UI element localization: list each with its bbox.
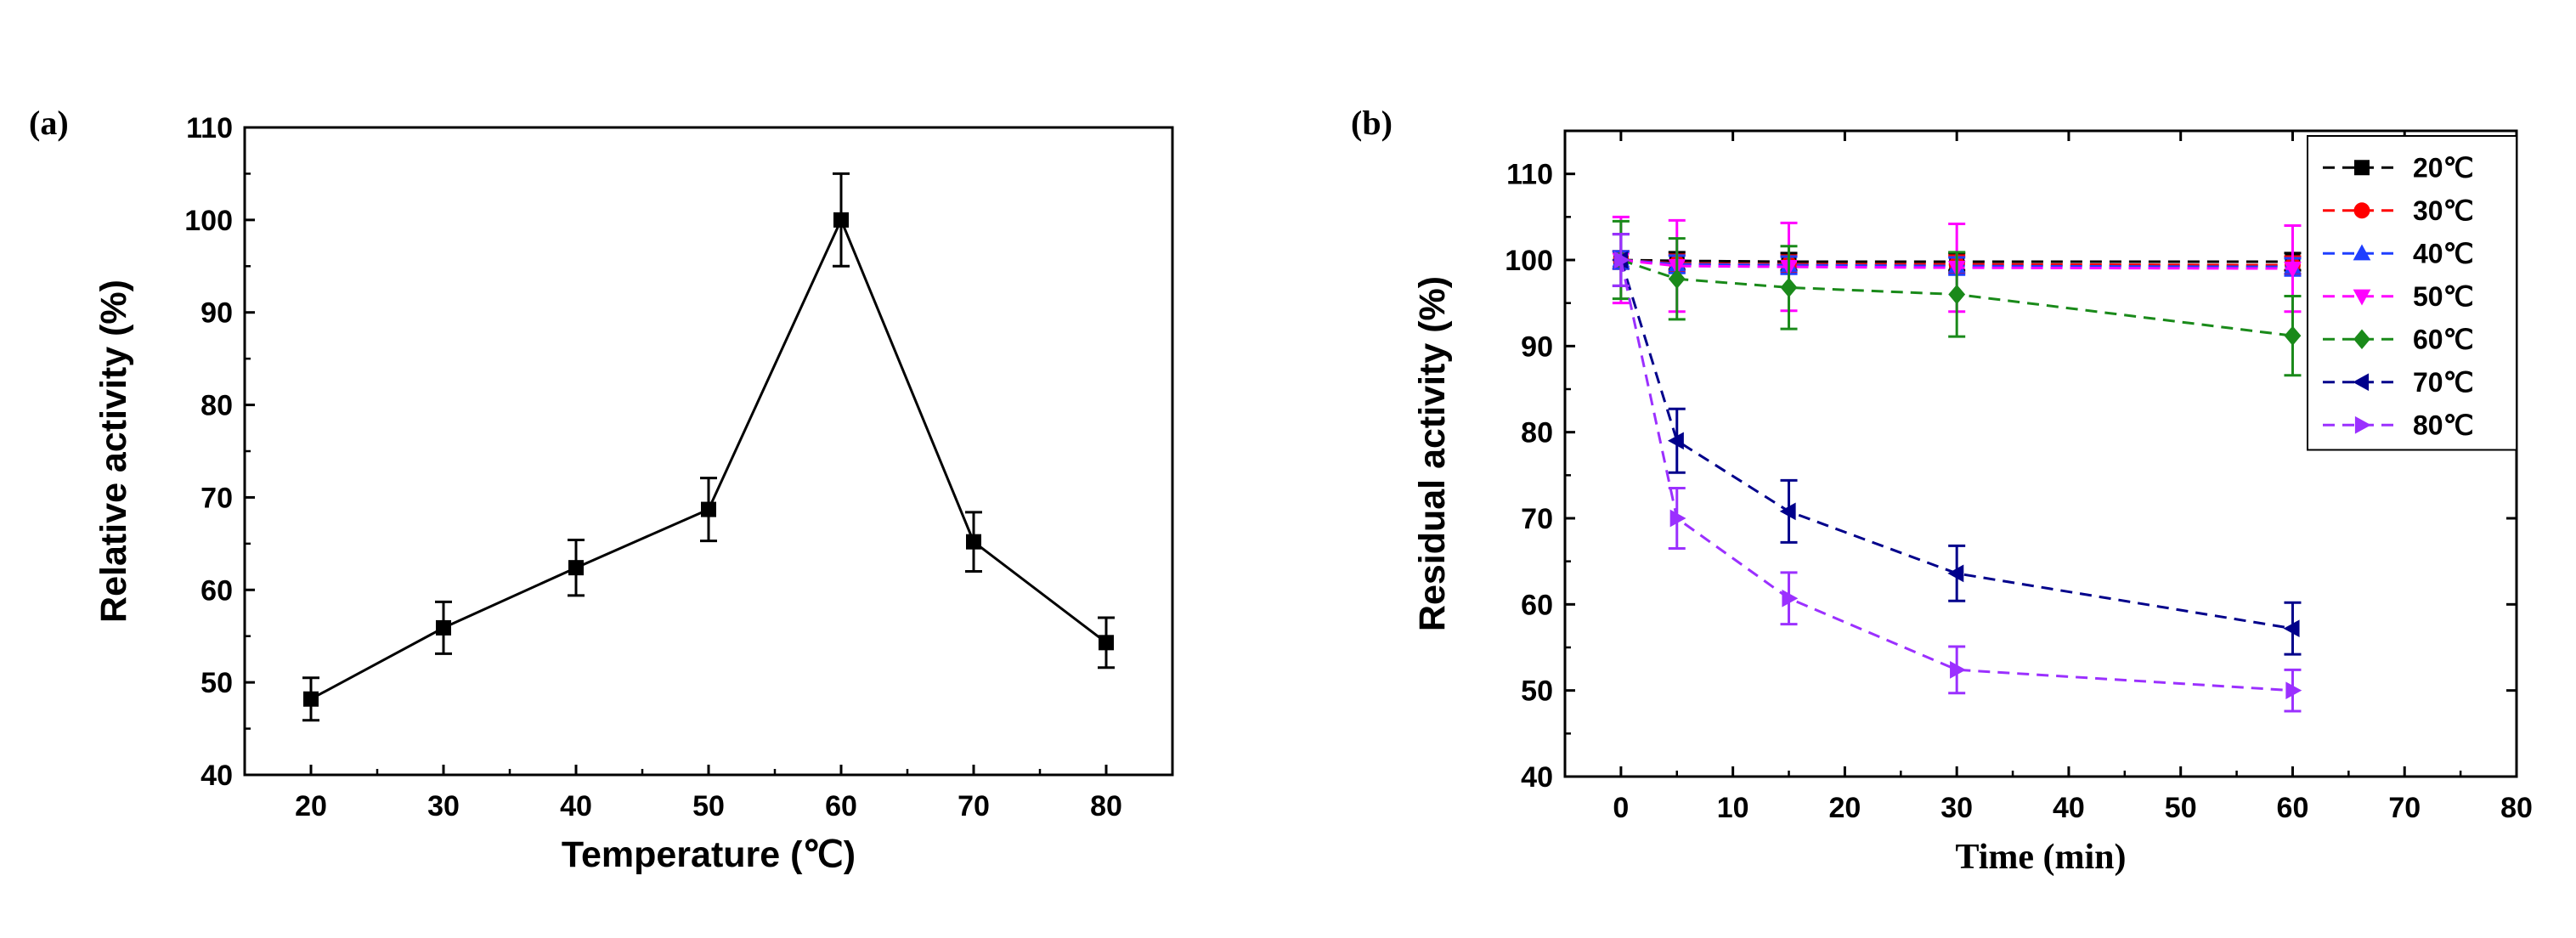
data-point (1779, 502, 1796, 521)
data-point (1780, 277, 1798, 298)
x-tick-label: 20 (295, 790, 327, 822)
y-tick-label: 90 (1521, 331, 1553, 363)
data-point (833, 212, 849, 228)
panel-b-label: (b) (1351, 104, 1393, 142)
y-tick-label: 60 (1521, 589, 1553, 621)
x-tick-label: 70 (2388, 792, 2421, 824)
data-point (2285, 681, 2302, 700)
y-tick-label: 100 (184, 205, 233, 237)
y-axis-label: Relative activity (%) (93, 280, 134, 623)
chart-panel-a: 20 30 40 50 60 70 80 40 50 60 70 80 90 100 110 Temperat… (93, 112, 1174, 875)
x-tick-label: 10 (1717, 792, 1749, 824)
x-tick-label: 60 (2277, 792, 2309, 824)
legend-marker (2353, 244, 2371, 261)
y-tick-label: 40 (1521, 761, 1553, 794)
y-tick-label: 100 (1505, 245, 1553, 277)
series-5 (1612, 233, 2302, 656)
data-point (2283, 619, 2300, 638)
y-tick-label: 80 (1521, 417, 1553, 449)
series-4 (1612, 219, 2302, 377)
data-point (1099, 635, 1114, 651)
series-0 (302, 172, 1115, 722)
y-tick-label: 110 (186, 112, 233, 144)
x-tick-label: 60 (825, 790, 857, 822)
legend-marker (2354, 415, 2371, 434)
x-tick-label: 80 (1090, 790, 1122, 822)
data-point (1613, 251, 1630, 269)
series-line (1620, 258, 2293, 337)
legend: 20℃ 30℃ 40℃ 50℃ 60℃ 70℃ 80℃ (2307, 135, 2517, 451)
legend-box (2307, 135, 2517, 451)
y-tick-label: 50 (201, 667, 233, 699)
legend-marker (2353, 289, 2371, 306)
data-point (568, 560, 584, 576)
data-point (2284, 325, 2302, 346)
chart-panel-b: 0 10 20 30 40 50 60 70 80 40 50 60 70 80 90 100 110 Time … (1412, 129, 2533, 877)
plot-frame (243, 126, 1174, 777)
legend-label: 80℃ (2413, 410, 2474, 440)
data-point (701, 501, 716, 517)
legend-label: 70℃ (2413, 367, 2474, 398)
data-point (1947, 564, 1964, 583)
y-tick-label: 70 (201, 482, 233, 514)
legend-label: 50℃ (2413, 281, 2474, 312)
data-point (966, 534, 981, 550)
panel-a-label: (a) (29, 104, 69, 142)
x-tick-label: 80 (2500, 792, 2533, 824)
y-tick-label: 70 (1521, 503, 1553, 535)
plot-frame (1563, 129, 2518, 778)
data-point (436, 619, 451, 636)
y-tick-label: 80 (201, 390, 233, 422)
x-tick-label: 40 (560, 790, 592, 822)
y-tick-label: 90 (201, 297, 233, 330)
y-tick-label: 110 (1506, 159, 1553, 191)
data-point (2284, 262, 2302, 278)
legend-marker (2353, 373, 2370, 392)
legend-label: 30℃ (2413, 195, 2474, 226)
legend-marker (2353, 329, 2370, 349)
x-tick-label: 50 (2165, 792, 2197, 824)
x-tick-label: 20 (1828, 792, 1861, 824)
x-tick-label: 0 (1613, 792, 1629, 824)
y-tick-label: 50 (1521, 675, 1553, 708)
x-axis-label: Time (min) (1955, 838, 2126, 877)
x-tick-label: 30 (427, 790, 460, 822)
data-point (1669, 509, 1686, 528)
legend-marker (2353, 202, 2370, 219)
legend-label: 20℃ (2413, 152, 2474, 183)
x-tick-label: 70 (958, 790, 990, 822)
data-point (1667, 432, 1684, 450)
x-tick-label: 40 (2053, 792, 2085, 824)
data-point (1668, 268, 1686, 289)
y-tick-label: 60 (201, 574, 233, 607)
series-line (310, 217, 1107, 701)
legend-marker (2354, 160, 2370, 176)
legend-label: 40℃ (2413, 238, 2474, 268)
y-tick-label: 40 (201, 760, 233, 792)
y-axis-label: Residual activity (%) (1412, 276, 1453, 631)
x-tick-label: 50 (692, 790, 725, 822)
x-axis-label: Temperature (℃) (562, 834, 856, 875)
data-point (303, 691, 319, 707)
legend-label: 60℃ (2413, 324, 2474, 354)
data-point (1950, 660, 1966, 679)
x-tick-label: 30 (1940, 792, 1973, 824)
data-point (1782, 589, 1799, 607)
series-6 (1612, 233, 2302, 713)
data-point (1948, 284, 1966, 305)
